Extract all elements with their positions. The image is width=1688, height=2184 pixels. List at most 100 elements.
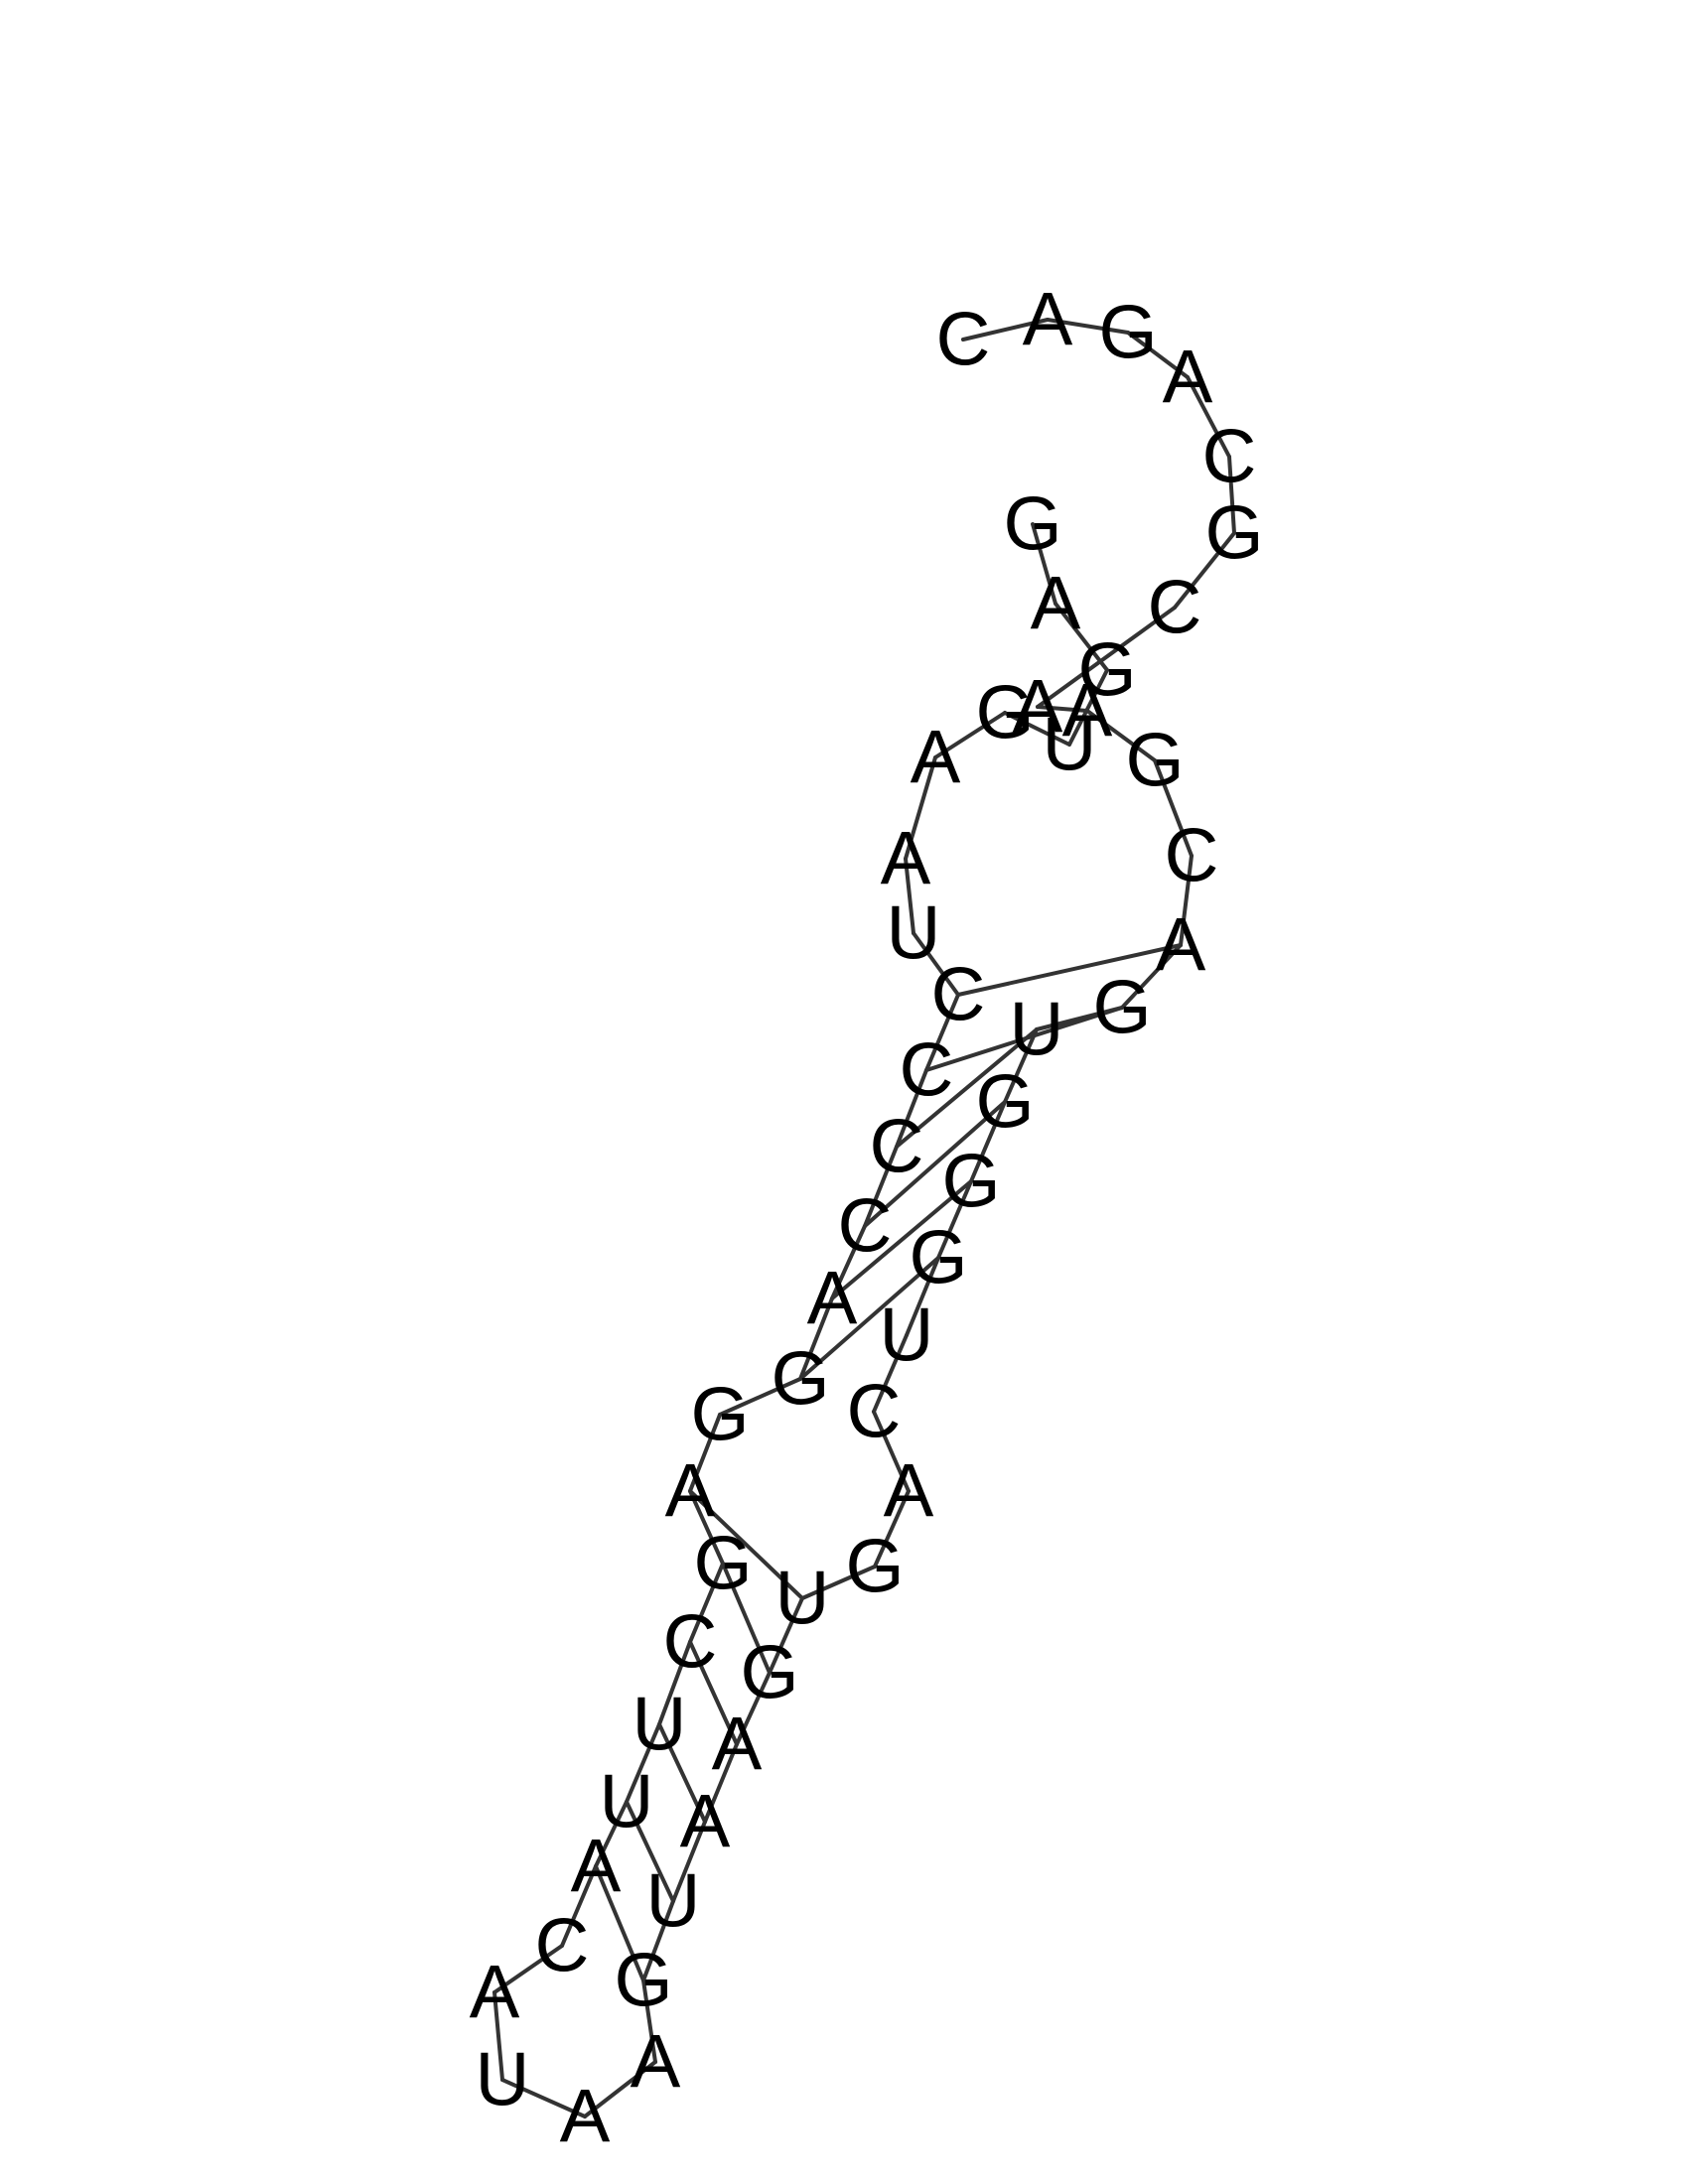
nucleotide-31: G — [740, 1631, 798, 1715]
nucleotide-35: C — [847, 1370, 902, 1454]
nucleotide-27: G — [614, 1939, 672, 2023]
backbone-bond — [912, 931, 960, 997]
nucleotide-25: A — [560, 2075, 611, 2159]
backbone-bond — [936, 1179, 973, 1260]
backbone-bond — [688, 1413, 722, 1493]
backbone-bond — [641, 1899, 675, 1982]
nucleotide-21: A — [571, 1825, 622, 1909]
backbone-bond — [1031, 522, 1057, 606]
backbone-bond — [904, 857, 915, 935]
backbone-bond — [492, 1990, 504, 2082]
backbone-bond — [1179, 854, 1194, 947]
nucleotide-17: G — [693, 1522, 752, 1606]
backbone-bond — [873, 1489, 911, 1569]
nucleotide-11: C — [870, 1105, 924, 1189]
base-pair-bond — [830, 1179, 973, 1300]
nucleotide-15: G — [690, 1373, 749, 1457]
nucleotide-50: A — [1163, 336, 1213, 420]
backbone-bond — [1067, 668, 1109, 747]
base-pair-bond — [956, 943, 1183, 997]
backbone-bond — [718, 1377, 802, 1417]
nucleotide-30: A — [712, 1703, 763, 1787]
backbone-bond — [872, 1410, 911, 1493]
backbone-bond — [768, 1596, 804, 1675]
base-pair-bond — [594, 1864, 645, 1982]
backbone-bond — [583, 2060, 657, 2118]
backbone-bond — [560, 1864, 598, 1948]
nucleotide-36: U — [880, 1294, 934, 1378]
backbone-bond — [1036, 705, 1089, 713]
nucleotide-47: C — [1148, 566, 1202, 650]
backbone-bond — [1227, 455, 1236, 535]
nucleotide-24: U — [476, 2038, 530, 2122]
backbone-bond — [1120, 943, 1183, 1010]
backbone-bond — [1046, 318, 1130, 335]
nucleotide-19: U — [633, 1683, 687, 1767]
nucleotide-48: G — [1204, 491, 1263, 576]
nucleotide-44: G — [1125, 719, 1184, 803]
backbone-bond — [798, 1297, 834, 1381]
backbone-bond — [830, 1224, 867, 1300]
backbone-bond — [594, 1800, 629, 1868]
backbone-bond — [895, 1068, 928, 1149]
nucleotide-33: G — [845, 1525, 904, 1609]
nucleotide-3: G — [1077, 628, 1136, 713]
nucleotide-38: G — [941, 1140, 1000, 1224]
backbone-bond — [1085, 709, 1157, 762]
backbone-bond — [905, 1256, 940, 1337]
backbone-bond — [657, 1640, 692, 1726]
base-pair-bond — [657, 1722, 707, 1824]
nucleotide-12: C — [838, 1184, 893, 1269]
nucleotide-53: C — [936, 298, 991, 382]
backbone-bond — [969, 1100, 1007, 1183]
backbone-bond — [671, 1820, 707, 1903]
backbone-bond — [1003, 1027, 1039, 1104]
backbone-bond — [1036, 606, 1177, 709]
nucleotide-32: U — [775, 1557, 830, 1641]
nucleotide-43: C — [1165, 814, 1219, 898]
base-pair-bond — [895, 1027, 1039, 1149]
nucleotide-23: A — [470, 1951, 520, 2035]
nucleotide-26: A — [631, 2020, 681, 2105]
backbone-bond — [735, 1671, 772, 1746]
backbone-bond — [924, 993, 960, 1072]
backbone-bond — [872, 1333, 909, 1414]
nucleotide-20: U — [600, 1760, 654, 1844]
backbone-bond — [904, 755, 937, 861]
nucleotide-8: U — [887, 891, 941, 976]
nucleotide-49: C — [1202, 415, 1257, 499]
nucleotide-6: A — [911, 716, 961, 800]
backbone-bond — [863, 1145, 899, 1228]
backbone-bond — [1186, 375, 1231, 459]
nucleotide-41: G — [1092, 966, 1151, 1050]
nucleotide-29: A — [680, 1780, 731, 1864]
nucleotide-13: A — [807, 1257, 858, 1341]
base-pair-bond — [625, 1800, 675, 1903]
nucleotide-5: G — [975, 671, 1034, 755]
nucleotide-39: G — [975, 1060, 1034, 1145]
nucleotide-45: A — [1062, 669, 1113, 753]
backbone-bond — [1126, 331, 1190, 379]
backbone-bond — [1054, 602, 1109, 672]
nucleotide-4: U — [1043, 703, 1097, 787]
nucleotide-2: A — [1031, 562, 1081, 646]
base-pair-bond — [688, 1489, 804, 1600]
backbone-bond — [688, 1489, 725, 1566]
backbone-bond — [800, 1565, 877, 1600]
nucleotide-10: C — [900, 1028, 954, 1113]
backbone-bond — [961, 318, 1050, 341]
backbone-bond — [688, 1562, 725, 1644]
backbone-bond — [641, 1979, 657, 2064]
nucleotide-46: A — [1013, 665, 1063, 750]
backbone-bond — [1153, 758, 1194, 858]
nucleotide-42: A — [1156, 903, 1206, 988]
backbone-bond — [625, 1722, 661, 1804]
nucleotide-40: U — [1010, 988, 1064, 1072]
backbone-bond — [703, 1742, 739, 1824]
nucleotide-14: G — [771, 1337, 829, 1422]
base-pair-bond — [863, 1100, 1007, 1228]
nucleotide-37: G — [909, 1216, 967, 1300]
nucleotide-51: G — [1098, 291, 1157, 375]
